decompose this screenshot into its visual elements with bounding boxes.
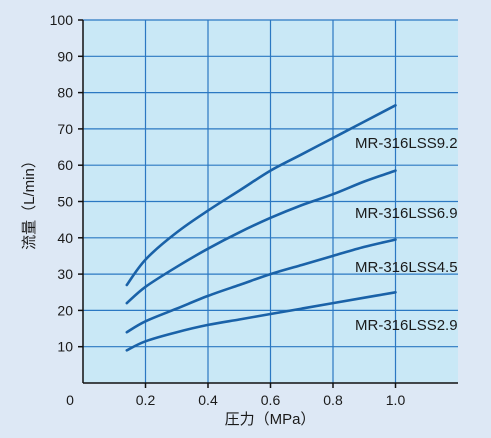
tick-labels: 10 20 30 40 50 60 70 80 90 100 0.2 0.4 0.6 0.8 1.0 0	[50, 12, 406, 408]
axes	[78, 19, 458, 388]
y-tick-label: 60	[57, 157, 73, 173]
series-label: MR-316LSS6.9	[355, 205, 458, 222]
series-label: MR-316LSS2.9	[355, 317, 458, 334]
grid	[83, 19, 458, 383]
series-line-0	[125, 104, 397, 287]
y-tick-label: 70	[57, 121, 73, 137]
y-tick-label: 20	[57, 302, 73, 318]
y-tick-label: 90	[57, 48, 73, 64]
y-axis-title: 流量（L/min）	[21, 153, 38, 250]
y-tick-label: 10	[57, 339, 73, 355]
series-labels: MR-316LSS9.2 MR-316LSS6.9 MR-316LSS4.5 MR-3…	[355, 135, 458, 334]
origin-label: 0	[66, 392, 74, 408]
series-line-3	[125, 291, 397, 352]
y-tick-label: 50	[57, 194, 73, 210]
y-tick-label: 80	[57, 85, 73, 101]
y-tick-label: 30	[57, 266, 73, 282]
series-line-2	[125, 238, 397, 334]
y-tick-label: 100	[50, 12, 74, 28]
x-tick-label: 0.6	[261, 392, 281, 408]
y-tick-label: 40	[57, 230, 73, 246]
series-label: MR-316LSS9.2	[355, 135, 458, 152]
x-tick-label: 0.2	[136, 392, 156, 408]
series	[125, 104, 397, 352]
x-tick-label: 0.4	[198, 392, 218, 408]
series-label: MR-316LSS4.5	[355, 259, 458, 276]
series-line-1	[125, 169, 397, 305]
x-tick-label: 0.8	[323, 392, 343, 408]
x-axis-title: 圧力（MPa）	[225, 411, 316, 428]
x-tick-label: 1.0	[386, 392, 406, 408]
